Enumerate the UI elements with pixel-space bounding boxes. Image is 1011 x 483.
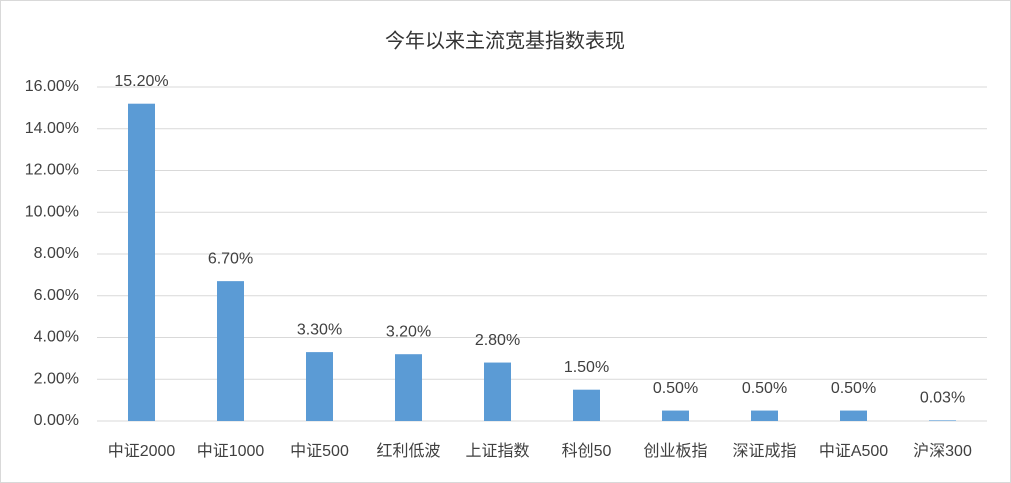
- y-tick-label: 8.00%: [34, 245, 79, 262]
- x-tick-label: 中证2000: [108, 442, 176, 460]
- x-tick-label: 中证A500: [819, 442, 888, 460]
- chart-title: 今年以来主流宽基指数表现: [385, 29, 625, 52]
- value-label: 3.30%: [297, 321, 342, 338]
- y-tick-label: 4.00%: [34, 329, 79, 346]
- y-tick-label: 16.00%: [25, 78, 79, 95]
- y-tick-label: 6.00%: [34, 287, 79, 304]
- value-label: 2.80%: [475, 332, 520, 349]
- x-tick-label: 创业板指: [643, 442, 707, 460]
- bar: [484, 362, 511, 421]
- bar: [662, 410, 689, 421]
- x-tick-label: 红利低波: [376, 442, 440, 460]
- y-tick-label: 2.00%: [34, 370, 79, 387]
- value-label: 1.50%: [564, 359, 609, 376]
- y-tick-label: 12.00%: [25, 162, 79, 179]
- x-tick-label: 中证500: [290, 442, 349, 460]
- bar: [751, 410, 778, 421]
- y-tick-label: 14.00%: [25, 120, 79, 137]
- bar: [929, 420, 956, 421]
- value-label: 3.20%: [386, 323, 431, 340]
- x-tick-label: 深证成指: [732, 442, 796, 460]
- x-tick-label: 上证指数: [465, 442, 529, 460]
- bar: [217, 281, 244, 421]
- value-label: 6.70%: [208, 250, 253, 267]
- bar: [840, 410, 867, 421]
- bar: [573, 389, 600, 421]
- value-label: 0.50%: [742, 380, 787, 397]
- bar: [128, 103, 155, 421]
- x-tick-label: 中证1000: [197, 442, 265, 460]
- value-label: 0.50%: [653, 380, 698, 397]
- bar: [306, 352, 333, 421]
- value-label: 0.50%: [831, 380, 876, 397]
- y-tick-label: 10.00%: [25, 203, 79, 220]
- x-tick-label: 科创50: [562, 442, 612, 460]
- value-label: 0.03%: [920, 390, 965, 407]
- x-tick-label: 沪深300: [913, 442, 972, 460]
- value-label: 15.20%: [114, 73, 168, 90]
- bar: [395, 354, 422, 421]
- y-tick-label: 0.00%: [34, 412, 79, 429]
